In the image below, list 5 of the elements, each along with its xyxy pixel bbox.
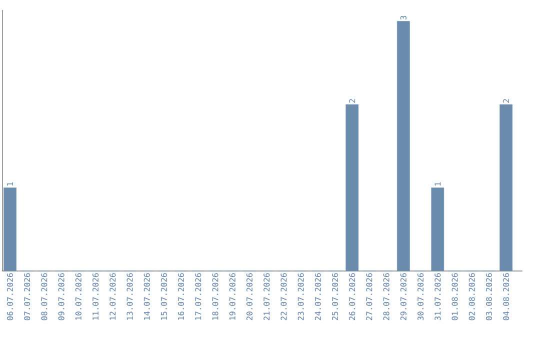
bar bbox=[500, 104, 512, 272]
bar bbox=[431, 188, 444, 272]
bar bbox=[346, 104, 359, 272]
bar bbox=[397, 21, 410, 272]
bar bbox=[4, 188, 16, 272]
